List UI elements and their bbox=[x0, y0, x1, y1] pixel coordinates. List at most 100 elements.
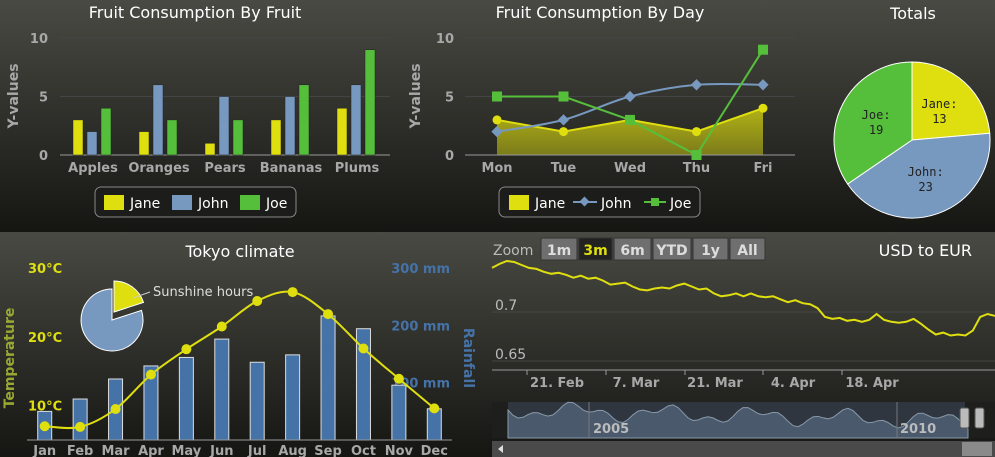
rain-tick-label: 200 mm bbox=[391, 319, 450, 334]
zoom-button-1m[interactable]: 1m bbox=[540, 237, 578, 261]
rainfall-bar bbox=[178, 356, 194, 441]
pie-value-john: 23 bbox=[918, 180, 932, 194]
x-tick-label: Mar bbox=[101, 444, 130, 457]
zoom-button-label: 6m bbox=[620, 243, 644, 259]
zoom-button-3m[interactable]: 3m bbox=[578, 237, 613, 261]
pie-label-joe: Joe: bbox=[862, 108, 891, 122]
y-tick-label: 0 bbox=[445, 149, 454, 164]
legend-marker-joe bbox=[651, 198, 659, 206]
pie-value-joe: 19 bbox=[869, 123, 883, 137]
zoom-button-ytd[interactable]: YTD bbox=[652, 237, 692, 261]
chart-title-tokyo: Tokyo climate bbox=[184, 242, 294, 261]
pie-slice-john bbox=[846, 132, 991, 219]
temperature-point bbox=[75, 421, 86, 432]
bar-jane bbox=[138, 131, 150, 156]
legend-item-jane: Jane bbox=[129, 196, 160, 212]
x-tick-label: Apr bbox=[138, 444, 164, 457]
x-tick-label: 4. Apr bbox=[771, 376, 816, 391]
rainfall-bar bbox=[285, 354, 301, 441]
x-tick-label: Pears bbox=[204, 161, 246, 176]
temp-tick-label: 10°C bbox=[28, 400, 62, 415]
legend-item-jane: Jane bbox=[534, 196, 565, 212]
x-tick-label: May bbox=[171, 444, 201, 457]
chart-title-by-fruit: Fruit Consumption By Fruit bbox=[89, 3, 302, 22]
temp-tick-label: 30°C bbox=[28, 262, 62, 277]
navigator-label: 2010 bbox=[900, 422, 936, 437]
x-tick-label: 21. Mar bbox=[687, 376, 743, 391]
y-axis-title: Y-values bbox=[6, 63, 22, 129]
legend-item-joe: Joe bbox=[265, 196, 287, 212]
x-tick-label: Tue bbox=[551, 161, 577, 176]
area-jane bbox=[497, 108, 763, 155]
x-tick-label: Jun bbox=[209, 444, 233, 457]
zoom-button-label: 3m bbox=[583, 243, 607, 259]
navigator-handle-right[interactable] bbox=[974, 407, 985, 429]
scroll-left-icon[interactable] bbox=[498, 445, 503, 453]
chart-title-totals: Totals bbox=[889, 4, 936, 23]
bar-john bbox=[284, 96, 296, 156]
navigator-label: 2005 bbox=[593, 422, 629, 437]
bar-jane bbox=[72, 119, 84, 156]
rain-tick-label: 300 mm bbox=[391, 262, 450, 277]
chart-title-usd-eur: USD to EUR bbox=[879, 241, 972, 260]
navigator-series bbox=[507, 401, 969, 439]
bar-john bbox=[152, 84, 164, 156]
pie-slice-joe bbox=[833, 61, 913, 185]
y-tick-label: 5 bbox=[39, 91, 48, 106]
y-tick-label: 0.65 bbox=[495, 347, 526, 363]
x-tick-label: Fri bbox=[754, 161, 773, 176]
pie-slice-jane bbox=[911, 61, 991, 141]
temperature-point bbox=[110, 404, 121, 415]
point-jane bbox=[559, 127, 568, 137]
rainfall-bar bbox=[72, 398, 88, 441]
x-tick-label: Wed bbox=[614, 161, 646, 176]
x-tick-label: Thu bbox=[683, 161, 710, 176]
temp-tick-label: 20°C bbox=[28, 331, 62, 346]
legend-swatch-jane bbox=[509, 195, 529, 210]
chart-title-by-day: Fruit Consumption By Day bbox=[496, 3, 705, 22]
x-tick-label: Oranges bbox=[128, 161, 190, 176]
point-john bbox=[491, 125, 503, 138]
navigator-handle-left[interactable] bbox=[959, 407, 970, 429]
temperature-point bbox=[252, 296, 263, 307]
pie-label-john: John: bbox=[908, 165, 944, 179]
x-tick-label: Nov bbox=[385, 444, 414, 457]
bar-jane bbox=[270, 119, 282, 156]
point-jane bbox=[692, 127, 701, 137]
bar-john bbox=[218, 96, 230, 156]
bar-joe bbox=[100, 107, 112, 156]
x-tick-label: Feb bbox=[67, 444, 93, 457]
x-tick-label: Mon bbox=[481, 161, 512, 176]
sunshine-pie-slice bbox=[113, 280, 145, 313]
rainfall-bar bbox=[320, 315, 336, 441]
zoom-button-all[interactable]: All bbox=[729, 237, 766, 261]
x-tick-label: Jan bbox=[32, 444, 56, 457]
legend-marker-john bbox=[579, 196, 590, 207]
y-tick-label: 0 bbox=[39, 149, 48, 164]
bar-john bbox=[86, 131, 98, 156]
legend-item-john: John bbox=[197, 196, 228, 212]
pie-value-jane: 13 bbox=[932, 112, 946, 126]
legend-by-day bbox=[498, 186, 701, 218]
zoom-button-label: 1m bbox=[547, 243, 571, 259]
zoom-button-label: YTD bbox=[655, 243, 687, 259]
zoom-button-label: All bbox=[737, 243, 757, 259]
scrollbar-thumb[interactable] bbox=[962, 442, 992, 456]
rainfall-axis-title: Rainfall bbox=[460, 328, 476, 388]
x-tick-label: Dec bbox=[421, 444, 448, 457]
bar-jane bbox=[204, 143, 216, 156]
usd-eur-line bbox=[491, 259, 995, 337]
legend-item-john: John bbox=[600, 196, 631, 212]
bar-joe bbox=[298, 84, 310, 156]
zoom-button-1y[interactable]: 1y bbox=[692, 237, 729, 261]
zoom-button-6m[interactable]: 6m bbox=[613, 237, 652, 261]
legend-item-joe: Joe bbox=[669, 196, 691, 212]
sunshine-connector bbox=[132, 291, 151, 299]
x-tick-label: Plums bbox=[335, 161, 380, 176]
bar-joe bbox=[364, 49, 376, 156]
rainfall-bar bbox=[249, 361, 265, 441]
scrollbar-track[interactable] bbox=[492, 441, 995, 457]
legend-swatch-jane bbox=[104, 195, 124, 210]
point-joe bbox=[492, 91, 502, 102]
